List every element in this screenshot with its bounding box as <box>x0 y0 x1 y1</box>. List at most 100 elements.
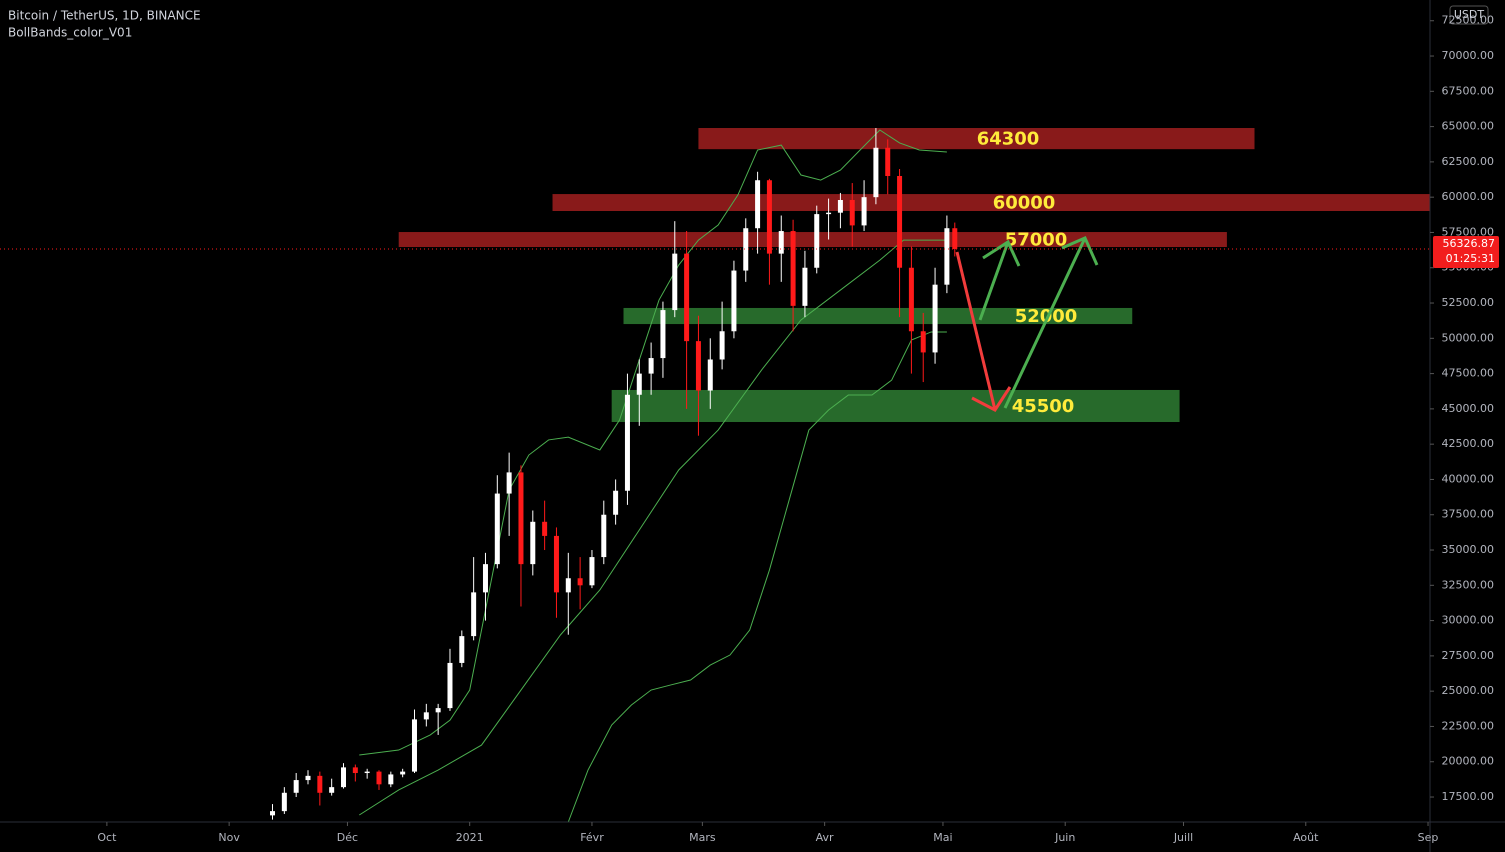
candle-body <box>471 592 477 637</box>
bollinger-band <box>359 239 947 816</box>
y-tick-label: 65000.00 <box>1442 120 1495 133</box>
price-tag-countdown: 01:25:31 <box>1446 252 1495 265</box>
y-tick-label: 67500.00 <box>1442 84 1495 97</box>
y-tick-label: 25000.00 <box>1442 684 1495 697</box>
zone <box>698 128 1255 150</box>
y-tick-label: 62500.00 <box>1442 155 1495 168</box>
x-tick-label: Sep <box>1418 831 1439 844</box>
x-tick-label: Juin <box>1054 831 1075 844</box>
candle-body <box>932 284 938 353</box>
candle-body <box>423 712 429 720</box>
candle-body <box>826 212 832 215</box>
candle-body <box>388 774 394 785</box>
candle-body <box>601 514 607 558</box>
x-tick-label: Déc <box>337 831 358 844</box>
currency-box[interactable] <box>1449 5 1489 25</box>
candle-body <box>613 490 619 515</box>
y-tick-label: 27500.00 <box>1442 649 1495 662</box>
x-tick-label: Mai <box>933 831 952 844</box>
candle-body <box>778 231 784 254</box>
candle-body <box>293 780 299 793</box>
y-tick-label: 60000.00 <box>1442 190 1495 203</box>
candle-body <box>553 535 559 593</box>
candle-body <box>731 270 737 332</box>
candle-body <box>411 719 417 772</box>
candle-body <box>660 310 666 359</box>
y-tick-label: 52500.00 <box>1442 296 1495 309</box>
candle-body <box>952 228 958 250</box>
zone <box>398 232 1227 247</box>
candle-body <box>873 147 879 198</box>
candle-body <box>435 708 441 713</box>
y-tick-label: 72500.00 <box>1442 14 1495 27</box>
y-tick-label: 37500.00 <box>1442 508 1495 521</box>
candle-body <box>837 199 843 213</box>
candle-body <box>648 358 654 374</box>
x-tick-label: Mars <box>689 831 716 844</box>
candle-body <box>482 564 488 593</box>
candle-body <box>577 578 583 586</box>
candle-body <box>920 331 926 353</box>
candle-body <box>743 228 749 271</box>
candle-body <box>695 341 701 391</box>
x-tick-label: 2021 <box>456 831 484 844</box>
zone-label: 60000 <box>993 193 1056 214</box>
price-tag-value: 56326.87 <box>1443 237 1496 250</box>
candle-body <box>459 636 465 663</box>
y-tick-label: 47500.00 <box>1442 367 1495 380</box>
candle-body <box>364 771 370 774</box>
y-tick-label: 45000.00 <box>1442 402 1495 415</box>
bollinger-band <box>567 331 947 823</box>
plot: 64300 60000 57000 52000 45500 <box>270 128 1430 823</box>
candle-body <box>589 557 595 586</box>
candle-body <box>790 231 796 306</box>
candle-body <box>684 253 690 342</box>
candle-body <box>861 197 867 226</box>
candle-body <box>849 199 855 226</box>
candle-body <box>376 771 382 785</box>
y-tick-label: 35000.00 <box>1442 543 1495 556</box>
price-tag <box>1433 236 1499 269</box>
y-tick-label: 50000.00 <box>1442 331 1495 344</box>
zone-label: 57000 <box>1005 230 1068 251</box>
candle-body <box>400 771 406 775</box>
y-tick-label: 22500.00 <box>1442 719 1495 732</box>
candle-body <box>672 253 678 311</box>
zone <box>623 307 1133 325</box>
arrow-up <box>1003 236 1099 409</box>
zone <box>552 194 1430 212</box>
x-tick-label: Juill <box>1173 831 1193 844</box>
candle-body <box>624 394 630 491</box>
candle-body <box>329 787 335 793</box>
arrow-down <box>955 251 1012 412</box>
zone-label: 64300 <box>977 129 1040 150</box>
y-tick-label: 57500.00 <box>1442 225 1495 238</box>
bollinger-band <box>359 129 947 756</box>
candle-body <box>885 147 891 177</box>
candle-body <box>447 662 453 709</box>
x-tick-label: Oct <box>97 831 117 844</box>
y-tick-label: 30000.00 <box>1442 614 1495 627</box>
y-tick-label: 17500.00 <box>1442 790 1495 803</box>
y-tick-label: 70000.00 <box>1442 49 1495 62</box>
candle-body <box>281 792 287 812</box>
x-tick-label: Févr <box>580 831 604 844</box>
y-tick-label: 40000.00 <box>1442 472 1495 485</box>
y-tick-label: 32500.00 <box>1442 578 1495 591</box>
candle-body <box>506 472 512 494</box>
candle-body <box>802 267 808 306</box>
candle-body <box>542 521 548 536</box>
x-tick-label: Avr <box>816 831 834 844</box>
arrows <box>955 236 1099 412</box>
currency[interactable]: USDT <box>1454 8 1485 21</box>
zone <box>611 389 1180 423</box>
candle-body <box>897 176 903 268</box>
candle-body <box>530 521 536 565</box>
candle-body <box>719 331 725 360</box>
candle-body <box>636 373 642 395</box>
candle-body <box>317 775 323 793</box>
candle-body <box>305 775 311 781</box>
y-tick-label: 20000.00 <box>1442 755 1495 768</box>
